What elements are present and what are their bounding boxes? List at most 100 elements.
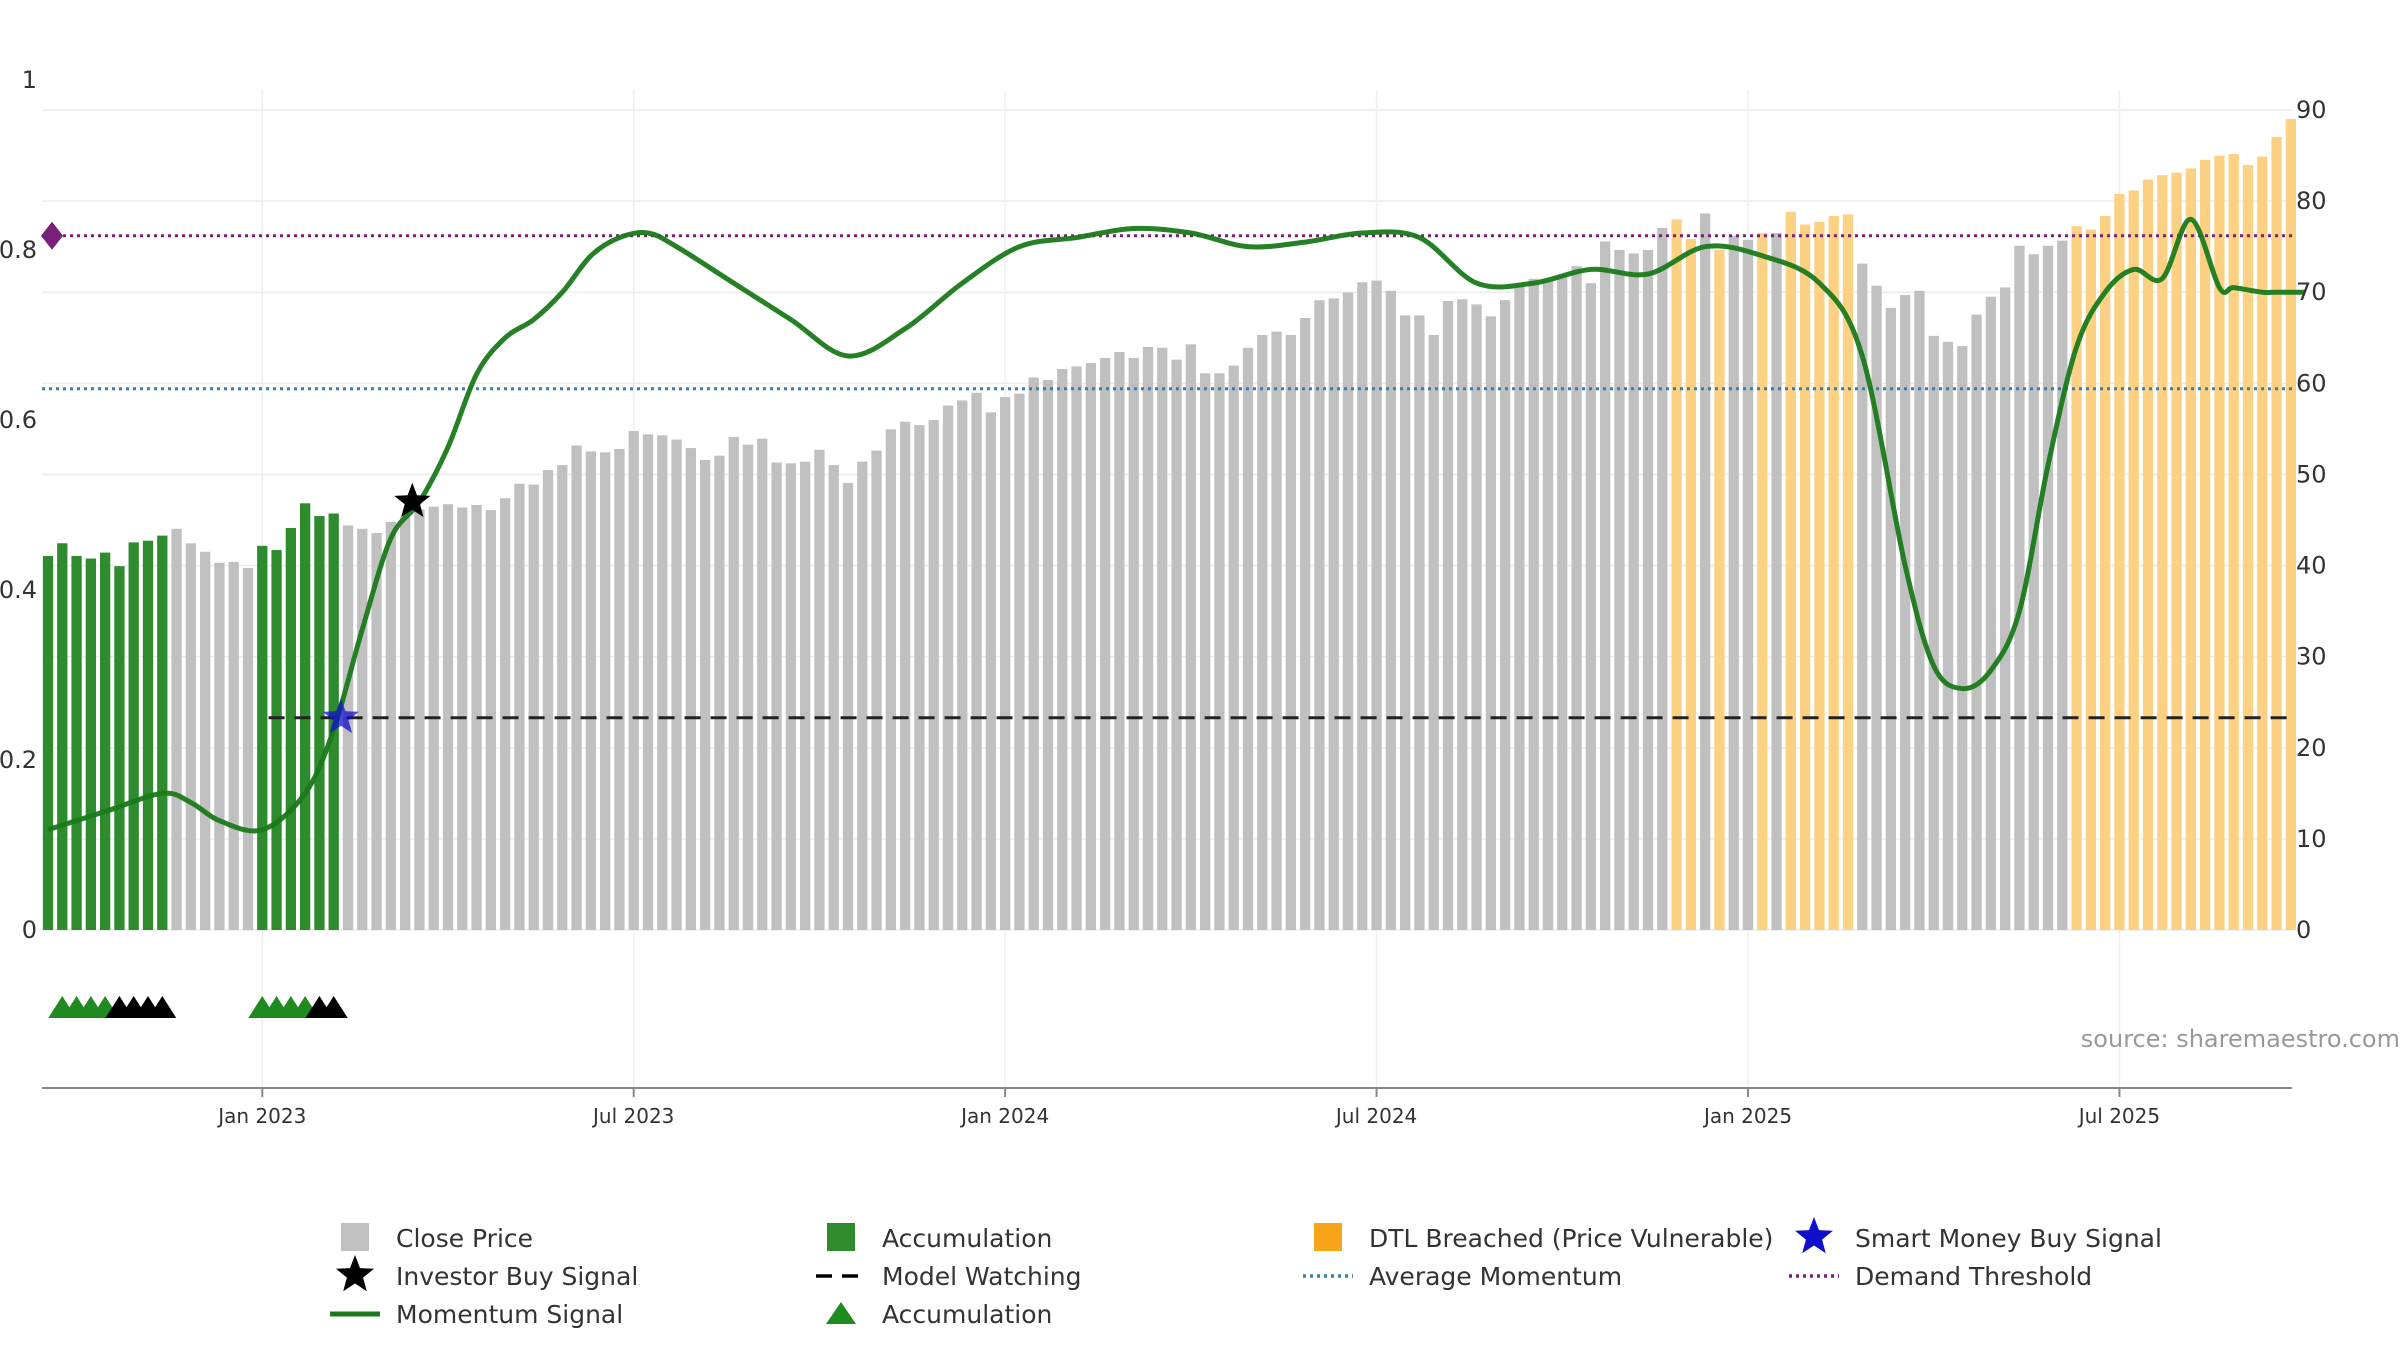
price-bar bbox=[2271, 136, 2282, 930]
legend-item: Investor Buy Signal bbox=[336, 1255, 638, 1292]
signal-lines bbox=[42, 216, 2306, 834]
price-bar bbox=[1300, 318, 1311, 930]
price-bar bbox=[900, 421, 911, 930]
price-bar bbox=[185, 543, 196, 930]
price-bar bbox=[1971, 314, 1982, 931]
price-bar bbox=[928, 420, 939, 930]
price-bar bbox=[657, 435, 668, 930]
price-bar bbox=[1428, 335, 1439, 930]
y-right-tick-label: 0 bbox=[2296, 916, 2311, 944]
price-bar bbox=[400, 516, 411, 930]
legend-item: Accumulation bbox=[827, 1223, 1052, 1253]
price-bar bbox=[485, 510, 496, 930]
price-bar bbox=[757, 438, 768, 930]
price-bar bbox=[1514, 286, 1525, 930]
price-bar bbox=[2242, 165, 2254, 930]
price-bar bbox=[957, 400, 968, 930]
y-left-tick-label: 0 bbox=[22, 916, 37, 944]
price-bar bbox=[557, 465, 568, 930]
price-bar bbox=[1500, 300, 1511, 930]
price-bar bbox=[442, 504, 454, 930]
legend-label: Accumulation bbox=[882, 1300, 1052, 1329]
axes: Jan 2023 Jul 2023 Jan 2024 Jul 2024 Jan 2025… bbox=[0, 66, 2327, 1128]
legend-swatch bbox=[827, 1223, 855, 1251]
price-bar bbox=[2071, 226, 2082, 930]
price-bar bbox=[57, 543, 68, 930]
price-bar bbox=[1742, 239, 1754, 931]
price-bar bbox=[114, 566, 125, 930]
price-bar bbox=[1414, 315, 1425, 930]
legend-label: DTL Breached (Price Vulnerable) bbox=[1369, 1224, 1773, 1253]
price-bar bbox=[1871, 285, 1882, 930]
legend-label: Model Watching bbox=[882, 1262, 1082, 1291]
price-bar bbox=[700, 459, 711, 930]
legend-label: Investor Buy Signal bbox=[396, 1262, 638, 1291]
investor-triangle bbox=[148, 996, 177, 1018]
price-bar bbox=[271, 550, 282, 930]
price-bar bbox=[2142, 179, 2154, 930]
price-bar bbox=[128, 542, 139, 930]
price-bar bbox=[842, 482, 854, 930]
legend-star-icon bbox=[336, 1255, 374, 1292]
price-bar bbox=[1185, 344, 1196, 931]
y-left-tick-label: 0.6 bbox=[0, 406, 37, 434]
price-bar bbox=[2057, 240, 2068, 930]
price-bar bbox=[2157, 175, 2168, 930]
price-bar bbox=[1900, 295, 1911, 930]
price-bar bbox=[85, 558, 96, 930]
price-bar bbox=[542, 470, 554, 930]
price-bar bbox=[2228, 153, 2239, 930]
price-bar bbox=[800, 461, 811, 930]
price-bar bbox=[1842, 214, 1854, 931]
price-bar bbox=[585, 451, 596, 930]
y-right-tick-label: 10 bbox=[2296, 825, 2327, 853]
price-bar bbox=[1442, 301, 1454, 930]
legend-label: Accumulation bbox=[882, 1224, 1052, 1253]
legend-label: Demand Threshold bbox=[1855, 1262, 2092, 1291]
price-bar bbox=[1028, 377, 1039, 930]
price-bar bbox=[257, 545, 268, 930]
price-bar bbox=[1814, 221, 1825, 930]
price-bar bbox=[857, 461, 868, 930]
price-bar bbox=[314, 516, 325, 930]
price-bar bbox=[1114, 352, 1125, 930]
price-bar bbox=[1457, 299, 1468, 930]
price-bar bbox=[771, 462, 782, 930]
price-bar bbox=[2200, 159, 2211, 930]
price-bar bbox=[1342, 292, 1354, 930]
legend-label: Momentum Signal bbox=[396, 1300, 623, 1329]
x-tick-label: Jul 2023 bbox=[591, 1104, 674, 1128]
price-bar bbox=[1485, 316, 1496, 930]
price-bar bbox=[728, 437, 739, 930]
investor-triangle bbox=[319, 996, 348, 1018]
y-right-tick-label: 40 bbox=[2296, 552, 2327, 580]
legend-label: Average Momentum bbox=[1369, 1262, 1622, 1291]
price-bar bbox=[1914, 290, 1925, 930]
price-bar bbox=[1157, 347, 1168, 930]
x-tick-label: Jul 2024 bbox=[1334, 1104, 1417, 1128]
legend-item: Smart Money Buy Signal bbox=[1795, 1217, 2162, 1254]
legend-triangle-icon bbox=[826, 1302, 856, 1324]
x-tick-label: Jan 2025 bbox=[1702, 1104, 1792, 1128]
price-bar bbox=[2085, 229, 2096, 931]
signal-markers bbox=[41, 221, 431, 1018]
price-bar bbox=[2000, 287, 2011, 930]
y-right-tick-label: 50 bbox=[2296, 460, 2327, 488]
legend-label: Smart Money Buy Signal bbox=[1855, 1224, 2162, 1253]
smart-money-buy-signal-star bbox=[322, 698, 359, 734]
price-bar bbox=[471, 505, 482, 930]
price-bar bbox=[228, 561, 239, 930]
price-bar bbox=[1314, 300, 1325, 930]
price-bar bbox=[1128, 357, 1139, 930]
price-bar bbox=[2128, 190, 2139, 930]
price-bar bbox=[2257, 156, 2268, 930]
legend: Close Price Accumulation DTL Breached (Pri… bbox=[330, 1217, 2162, 1329]
price-bar bbox=[385, 522, 396, 930]
price-bar bbox=[871, 450, 882, 930]
y-left-tick-label: 0.4 bbox=[0, 576, 37, 604]
price-bar bbox=[2214, 155, 2225, 930]
price-bar bbox=[1357, 282, 1368, 930]
price-bar bbox=[2185, 168, 2196, 930]
price-bar bbox=[571, 445, 582, 930]
